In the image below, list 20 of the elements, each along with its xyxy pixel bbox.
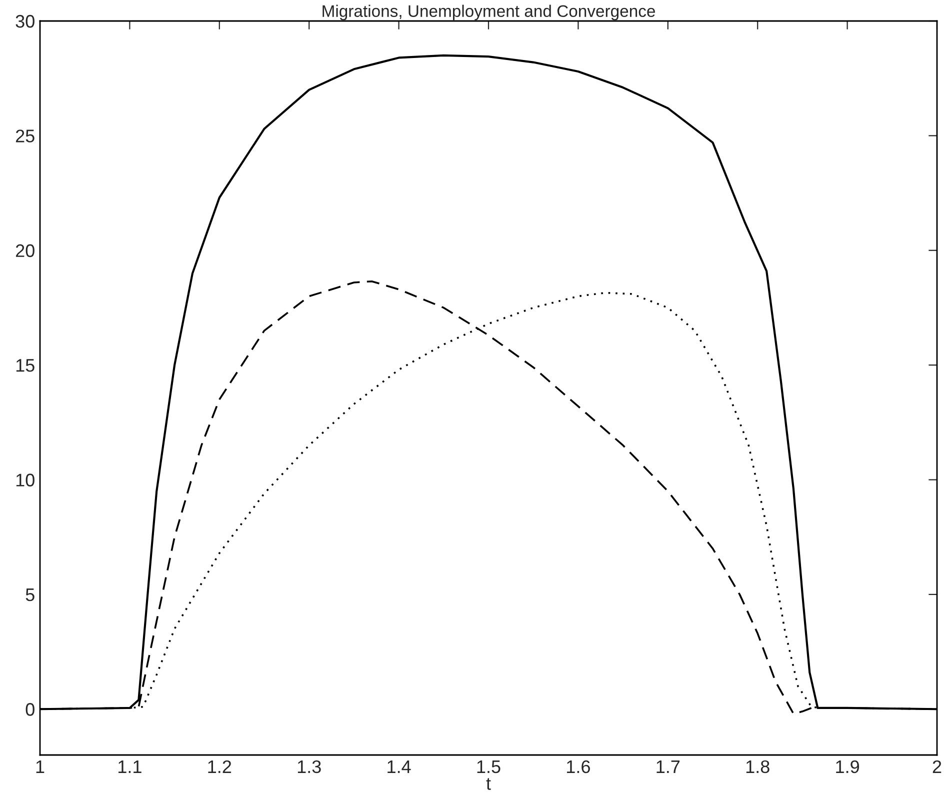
x-tick-label: 1.5 (477, 760, 500, 774)
x-tick-label: 1.2 (208, 760, 232, 773)
x-tick-label: 1.1 (118, 760, 142, 773)
y-tick-label: 25 (16, 130, 34, 142)
x-tick-label: 1.9 (836, 760, 859, 774)
y-tick-label: 5 (26, 588, 34, 602)
x-tick-label: 1 (36, 760, 44, 773)
x-tick-label: 1.3 (298, 760, 321, 774)
x-tick-label: 2 (932, 760, 942, 773)
y-tick-label: 0 (26, 703, 34, 716)
y-tick-label: 20 (16, 244, 34, 258)
x-tick-label: 1.8 (746, 760, 770, 774)
x-axis-title: t (486, 778, 491, 790)
x-tick-label: 1.6 (567, 760, 590, 774)
y-tick-label: 15 (16, 359, 34, 372)
x-tick-label: 1.7 (656, 760, 680, 773)
y-tick-label: 10 (16, 474, 34, 486)
y-tick-label: 30 (16, 14, 34, 28)
x-tick-label: 1.4 (388, 760, 411, 773)
chart-title: Migrations, Unemployment and Convergence (322, 4, 655, 20)
